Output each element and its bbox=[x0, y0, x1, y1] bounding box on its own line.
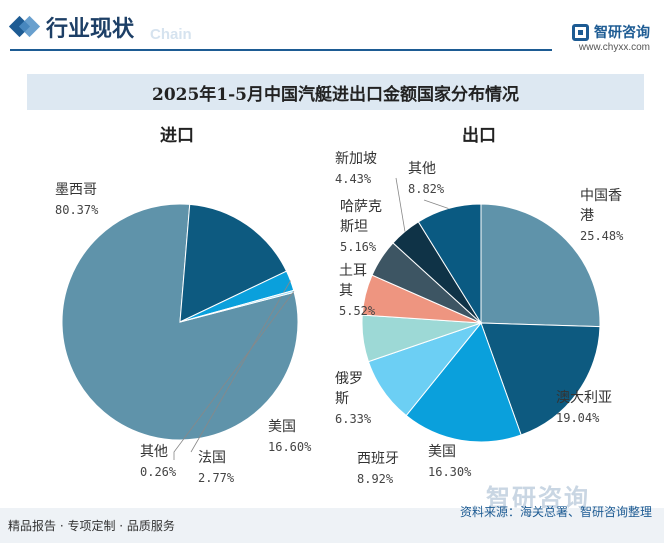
watermark-brand: 智研咨询 bbox=[486, 484, 590, 512]
export-slice-name: 澳大利亚 bbox=[556, 390, 612, 406]
export-slice-name: 新加坡 bbox=[335, 151, 377, 167]
export-slice bbox=[480, 322, 601, 436]
export-slice-value: 5.52% bbox=[339, 304, 376, 318]
export-slice-name: 土耳 bbox=[339, 263, 367, 279]
import-slice-name: 墨西哥 bbox=[55, 182, 97, 198]
import-slice bbox=[179, 289, 295, 323]
section-title: 行业现状 bbox=[46, 17, 135, 42]
export-slice-name: 美国 bbox=[428, 444, 456, 460]
header-divider bbox=[10, 49, 552, 51]
brand-name: 智研咨询 bbox=[594, 25, 650, 41]
import-slice-value: 2.77% bbox=[198, 471, 235, 485]
chart-title-band: 2025年1-5月中国汽艇进出口金额国家分布情况 bbox=[27, 74, 644, 110]
export-slice-name: 中国香 bbox=[580, 188, 622, 204]
export-slice-name: 西班牙 bbox=[357, 451, 399, 467]
export-slice-name: 斯坦 bbox=[340, 219, 368, 235]
import-leader-line bbox=[173, 291, 295, 460]
export-slice-name: 其他 bbox=[408, 161, 436, 177]
export-slice-value: 8.82% bbox=[408, 182, 445, 196]
import-slice bbox=[179, 203, 288, 323]
export-leader-line bbox=[395, 177, 406, 232]
import-slice bbox=[61, 203, 299, 441]
brand-logo-icon bbox=[572, 23, 589, 41]
export-slice-name: 港 bbox=[580, 208, 594, 224]
chart-title: 2025年1-5月中国汽艇进出口金额国家分布情况 bbox=[151, 84, 520, 105]
export-slice-name: 斯 bbox=[335, 391, 349, 407]
import-slice-name: 法国 bbox=[198, 450, 226, 466]
import-slice-value: 16.60% bbox=[268, 440, 312, 454]
export-slice bbox=[405, 321, 522, 443]
export-slice-name: 哈萨克 bbox=[340, 199, 382, 215]
header-ghost-text: Chain bbox=[150, 26, 192, 43]
export-leader-line bbox=[423, 199, 449, 209]
export-slice-value: 6.33% bbox=[335, 412, 372, 426]
export-slice-value: 25.48% bbox=[580, 229, 624, 243]
export-subtitle: 出口 bbox=[462, 126, 496, 146]
export-slice bbox=[480, 203, 601, 328]
brand: 智研咨询 bbox=[572, 22, 650, 42]
import-slice-value: 0.26% bbox=[140, 465, 177, 479]
export-slice-name: 俄罗 bbox=[335, 371, 363, 387]
import-leader-line bbox=[190, 280, 291, 453]
export-slice-value: 5.16% bbox=[340, 240, 377, 254]
footer-bar: 精品报告 · 专项定制 · 品质服务 bbox=[0, 508, 664, 543]
import-slice-value: 80.37% bbox=[55, 203, 99, 217]
footer-slogan: 精品报告 · 专项定制 · 品质服务 bbox=[8, 519, 175, 533]
brand-url: www.chyxx.com bbox=[578, 42, 650, 53]
export-slice-value: 16.30% bbox=[428, 465, 472, 479]
export-slice-value: 19.04% bbox=[556, 411, 600, 425]
export-slice-value: 8.92% bbox=[357, 472, 394, 486]
export-slice-value: 4.43% bbox=[335, 172, 372, 186]
import-slice-name: 美国 bbox=[268, 419, 296, 435]
data-source: 资料来源：海关总署、智研咨询整理 bbox=[459, 505, 652, 519]
import-slice-name: 其他 bbox=[140, 444, 168, 460]
export-slice-name: 其 bbox=[339, 283, 353, 299]
import-subtitle: 进口 bbox=[160, 126, 194, 146]
